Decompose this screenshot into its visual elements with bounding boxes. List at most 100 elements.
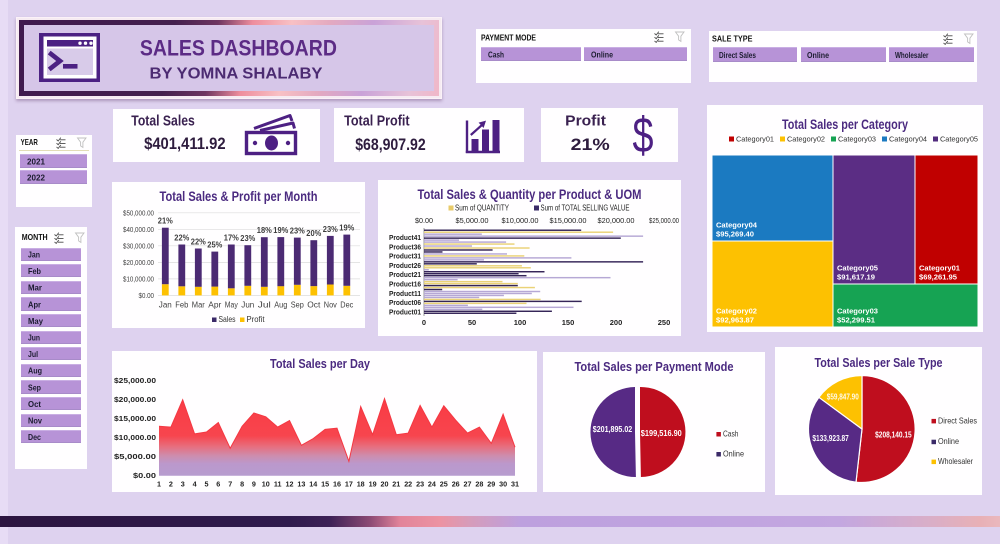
svg-text:Category03: Category03 xyxy=(838,135,876,144)
svg-text:Nov: Nov xyxy=(324,300,337,309)
svg-text:Dec: Dec xyxy=(340,300,353,309)
svg-text:Wholesaler: Wholesaler xyxy=(938,456,973,466)
svg-text:$0.00: $0.00 xyxy=(133,471,156,480)
svg-text:Category01: Category01 xyxy=(919,264,960,273)
svg-text:$0.00: $0.00 xyxy=(139,293,155,300)
svg-text:10: 10 xyxy=(262,480,270,489)
svg-text:Cash: Cash xyxy=(723,429,739,439)
svg-text:17%: 17% xyxy=(224,233,239,243)
svg-text:26: 26 xyxy=(452,480,460,489)
svg-text:$30,000.00: $30,000.00 xyxy=(123,243,154,250)
svg-text:$201,895.02: $201,895.02 xyxy=(593,424,633,434)
svg-text:9: 9 xyxy=(252,480,256,489)
svg-text:Total Sales per Payment Mode: Total Sales per Payment Mode xyxy=(575,359,734,374)
svg-text:Total Sales & Profit per Month: Total Sales & Profit per Month xyxy=(160,189,318,204)
svg-text:$69,261.95: $69,261.95 xyxy=(919,273,957,282)
svg-text:200: 200 xyxy=(610,318,623,327)
svg-text:1: 1 xyxy=(157,480,161,489)
svg-text:15: 15 xyxy=(321,480,329,489)
svg-text:50: 50 xyxy=(468,318,476,327)
svg-text:$25,000.00: $25,000.00 xyxy=(114,376,156,385)
svg-text:Product16: Product16 xyxy=(389,280,421,289)
svg-text:$199,516.90: $199,516.90 xyxy=(641,428,682,438)
svg-text:Jun: Jun xyxy=(241,300,254,309)
svg-text:27: 27 xyxy=(464,480,472,489)
svg-text:Product21: Product21 xyxy=(389,270,421,279)
svg-text:Product26: Product26 xyxy=(389,261,421,270)
svg-text:7: 7 xyxy=(228,480,232,489)
svg-text:Product41: Product41 xyxy=(389,233,421,242)
svg-text:Sales: Sales xyxy=(219,315,236,324)
svg-text:$95,269.40: $95,269.40 xyxy=(716,230,754,239)
svg-text:13: 13 xyxy=(297,480,305,489)
svg-text:Category04: Category04 xyxy=(889,135,927,144)
svg-text:Category05: Category05 xyxy=(940,135,978,144)
svg-text:$15,000.00: $15,000.00 xyxy=(550,216,587,225)
svg-text:19%: 19% xyxy=(339,223,354,233)
svg-text:Online: Online xyxy=(938,436,959,446)
svg-text:21: 21 xyxy=(392,480,400,489)
svg-text:Direct Sales: Direct Sales xyxy=(938,415,977,425)
svg-text:8: 8 xyxy=(240,480,244,489)
svg-text:$25,000.00: $25,000.00 xyxy=(649,216,679,225)
svg-text:$10,000.00: $10,000.00 xyxy=(123,276,154,283)
svg-text:Sum of TOTAL SELLING VALUE: Sum of TOTAL SELLING VALUE xyxy=(541,203,630,212)
svg-text:30: 30 xyxy=(499,480,507,489)
svg-text:$20,000.00: $20,000.00 xyxy=(123,260,154,267)
svg-text:Total Sales per Day: Total Sales per Day xyxy=(270,356,371,371)
svg-text:20: 20 xyxy=(381,480,389,489)
svg-text:Category04: Category04 xyxy=(716,221,758,230)
svg-text:5: 5 xyxy=(205,480,209,489)
svg-text:$10,000.00: $10,000.00 xyxy=(502,216,539,225)
svg-text:29: 29 xyxy=(487,480,495,489)
svg-text:$40,000.00: $40,000.00 xyxy=(123,227,154,234)
svg-text:100: 100 xyxy=(514,318,527,327)
svg-text:3: 3 xyxy=(181,480,185,489)
svg-text:250: 250 xyxy=(658,318,671,327)
svg-text:23: 23 xyxy=(416,480,424,489)
svg-text:18%: 18% xyxy=(257,225,272,235)
svg-text:Apr: Apr xyxy=(208,300,221,309)
svg-text:14: 14 xyxy=(309,480,317,489)
svg-text:22%: 22% xyxy=(174,233,189,243)
svg-text:Product06: Product06 xyxy=(389,298,421,307)
svg-text:22: 22 xyxy=(404,480,412,489)
svg-text:$20,000.00: $20,000.00 xyxy=(114,395,156,404)
svg-text:24: 24 xyxy=(428,480,436,489)
svg-text:6: 6 xyxy=(216,480,220,489)
svg-text:0: 0 xyxy=(422,318,426,327)
svg-text:Category02: Category02 xyxy=(716,307,757,316)
svg-text:Jan: Jan xyxy=(159,300,172,309)
svg-text:18: 18 xyxy=(357,480,365,489)
svg-text:11: 11 xyxy=(274,480,282,489)
svg-text:Total Sales per Sale Type: Total Sales per Sale Type xyxy=(815,355,943,370)
svg-text:23%: 23% xyxy=(323,224,338,234)
svg-text:23%: 23% xyxy=(240,233,255,243)
svg-text:23%: 23% xyxy=(290,226,305,236)
svg-text:$15,000.00: $15,000.00 xyxy=(114,414,156,423)
svg-text:25: 25 xyxy=(440,480,448,489)
svg-text:$52,299.51: $52,299.51 xyxy=(837,316,875,325)
svg-text:Product31: Product31 xyxy=(389,252,421,261)
svg-text:Product11: Product11 xyxy=(389,289,421,298)
svg-text:Total Sales & Quantity per Pro: Total Sales & Quantity per Product & UOM xyxy=(418,187,642,202)
svg-text:$5,000.00: $5,000.00 xyxy=(114,452,156,461)
svg-text:$208,140.15: $208,140.15 xyxy=(875,431,912,440)
svg-text:Online: Online xyxy=(723,449,744,459)
svg-text:150: 150 xyxy=(562,318,575,327)
svg-text:Product36: Product36 xyxy=(389,242,421,251)
svg-text:Category01: Category01 xyxy=(736,135,774,144)
svg-text:17: 17 xyxy=(345,480,353,489)
svg-text:Aug: Aug xyxy=(274,300,287,309)
svg-text:$0.00: $0.00 xyxy=(415,216,433,225)
svg-text:Oct: Oct xyxy=(307,300,321,309)
svg-text:2: 2 xyxy=(169,480,173,489)
svg-text:$59,847.90: $59,847.90 xyxy=(827,393,859,402)
svg-text:28: 28 xyxy=(475,480,483,489)
svg-text:Sum of QUANTITY: Sum of QUANTITY xyxy=(455,203,510,212)
svg-text:16: 16 xyxy=(333,480,341,489)
svg-text:Total Sales per Category: Total Sales per Category xyxy=(782,117,908,132)
svg-text:21%: 21% xyxy=(158,216,173,226)
svg-text:Profit: Profit xyxy=(247,315,266,324)
svg-text:Sep: Sep xyxy=(291,300,305,309)
